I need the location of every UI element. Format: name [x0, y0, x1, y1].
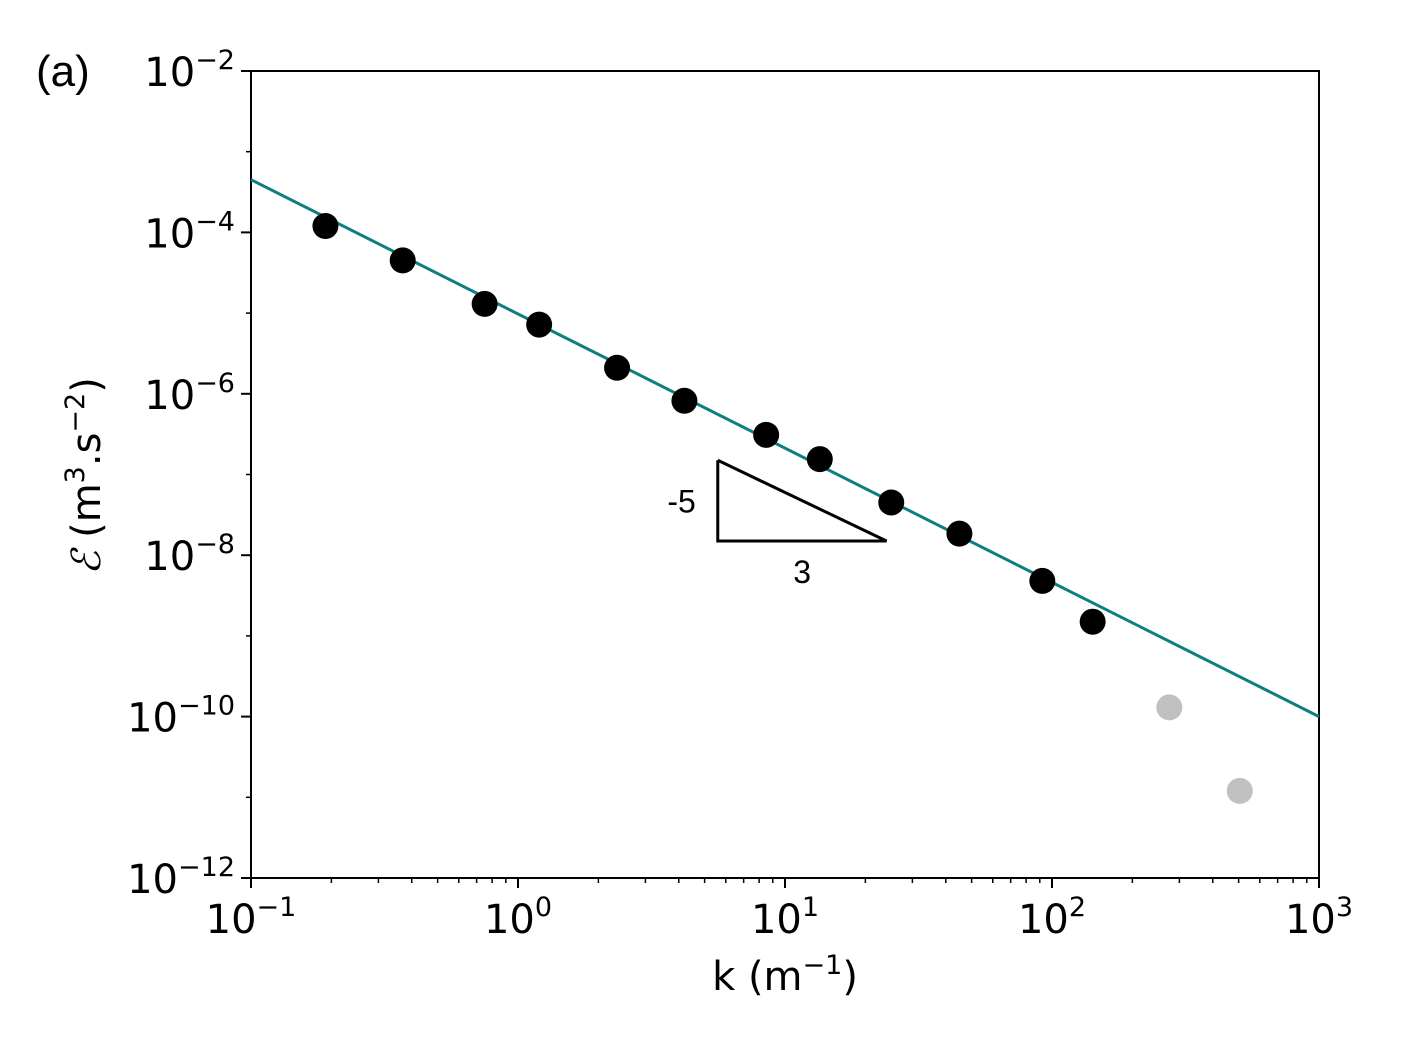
data-point: [671, 387, 698, 414]
x-tick-label: 101: [751, 892, 819, 943]
data-point: [1079, 608, 1106, 635]
y-tick-label: 10−10: [127, 691, 235, 742]
x-tick-label: 102: [1018, 892, 1086, 943]
y-tick-label: 10−4: [144, 206, 235, 257]
data-point: [471, 290, 498, 317]
y-tick-label: 10−8: [144, 529, 235, 580]
plot-frame: [250, 70, 1320, 879]
x-axis-label: k (m−1): [712, 950, 858, 1000]
data-point: [389, 247, 416, 274]
data-point: [1226, 777, 1253, 804]
fit-line: [250, 178, 1320, 718]
slope-triangle-shape: [716, 458, 888, 543]
data-point: [312, 213, 339, 240]
data-point: [806, 446, 833, 473]
x-axis-ticks: 10−1 100 101 102 103: [206, 878, 1353, 943]
data-point: [753, 421, 780, 448]
y-axis-ticks: 10−2 10−4 10−6 10−8 10−10 10−12: [127, 45, 251, 903]
slope-horizontal-label: 3: [793, 554, 811, 590]
y-axis-label: ℰ (m3.s−2): [60, 377, 110, 575]
y-tick-label: 10−2: [144, 45, 235, 96]
data-point: [526, 311, 553, 338]
slope-triangle: -5 3: [667, 458, 888, 590]
data-point: [946, 520, 973, 547]
data-point: [878, 489, 905, 516]
panel-label: (a): [36, 47, 90, 96]
data-point: [1156, 694, 1183, 721]
slope-vertical-label: -5: [667, 484, 695, 520]
x-tick-label: 103: [1285, 892, 1353, 943]
x-tick-label: 100: [484, 892, 552, 943]
x-tick-label: 10−1: [206, 892, 297, 943]
y-tick-label: 10−12: [127, 852, 235, 903]
y-tick-label: 10−6: [144, 368, 235, 419]
data-point: [1029, 567, 1056, 594]
data-points: [312, 213, 1253, 804]
data-point: [604, 354, 631, 381]
